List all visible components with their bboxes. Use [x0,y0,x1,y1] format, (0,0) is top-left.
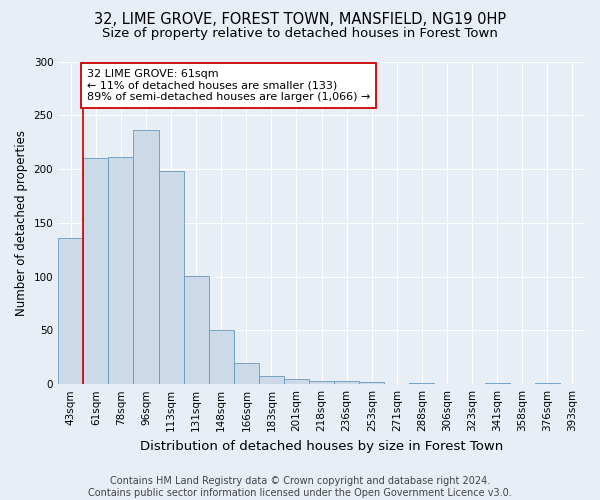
Text: Size of property relative to detached houses in Forest Town: Size of property relative to detached ho… [102,28,498,40]
Bar [158,171,184,384]
Text: 32 LIME GROVE: 61sqm
← 11% of detached houses are smaller (133)
89% of semi-deta: 32 LIME GROVE: 61sqm ← 11% of detached h… [87,69,370,102]
Bar [109,157,133,384]
Bar [259,376,284,384]
Bar [409,383,434,384]
Bar [485,383,510,384]
Y-axis label: Number of detached properties: Number of detached properties [15,130,28,316]
Bar [334,381,359,384]
Bar [209,330,234,384]
Bar [58,238,83,384]
X-axis label: Distribution of detached houses by size in Forest Town: Distribution of detached houses by size … [140,440,503,452]
Text: 32, LIME GROVE, FOREST TOWN, MANSFIELD, NG19 0HP: 32, LIME GROVE, FOREST TOWN, MANSFIELD, … [94,12,506,28]
Bar [309,381,334,384]
Bar [234,362,259,384]
Bar [133,130,158,384]
Bar [535,383,560,384]
Bar [284,379,309,384]
Bar [184,276,209,384]
Bar [359,382,385,384]
Text: Contains HM Land Registry data © Crown copyright and database right 2024.
Contai: Contains HM Land Registry data © Crown c… [88,476,512,498]
Bar [83,158,109,384]
